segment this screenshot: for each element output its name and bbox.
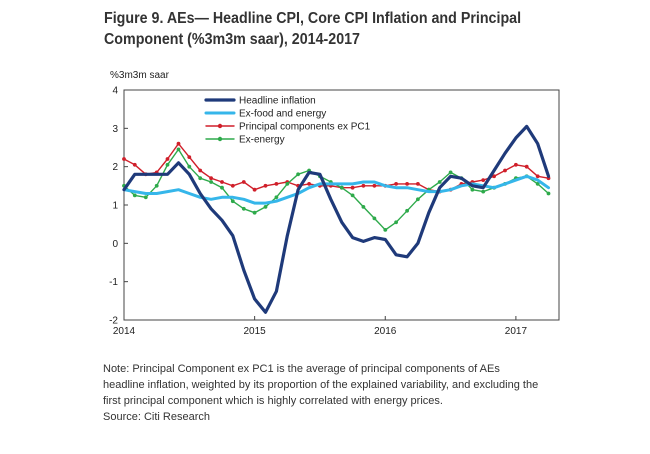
y-axis-unit-label: %3m3m saar xyxy=(110,70,169,81)
data-point-ex-energy xyxy=(350,193,355,198)
x-tick-label: 2016 xyxy=(374,326,397,337)
data-point-ex-energy xyxy=(296,172,300,177)
y-tick-label: 2 xyxy=(112,162,118,173)
legend-marker xyxy=(217,123,223,129)
data-point-ex-energy xyxy=(535,182,540,186)
x-tick-label: 2017 xyxy=(505,326,528,337)
note-line-4: Source: Citi Research xyxy=(103,411,210,423)
data-point-ex-energy xyxy=(416,197,420,202)
data-point-principal-components-ex-pc1 xyxy=(503,168,507,173)
figure-title-line-1: Figure 9. AEs— Headline CPI, Core CPI In… xyxy=(104,10,522,27)
y-tick-label: -1 xyxy=(109,277,118,288)
data-point-ex-energy xyxy=(132,193,137,198)
data-point-principal-components-ex-pc1 xyxy=(220,180,224,184)
data-point-ex-energy xyxy=(405,208,409,213)
data-point-ex-energy xyxy=(383,228,388,232)
x-tick-label: 2014 xyxy=(113,326,136,337)
legend-label: Principal components ex PC1 xyxy=(239,122,371,133)
data-point-ex-energy xyxy=(165,162,170,167)
y-tick-label: 4 xyxy=(112,86,118,97)
data-point-ex-energy xyxy=(437,180,442,184)
x-tick-label: 2015 xyxy=(244,326,267,337)
data-point-principal-components-ex-pc1 xyxy=(416,182,420,186)
data-point-ex-energy xyxy=(285,182,290,186)
data-point-principal-components-ex-pc1 xyxy=(481,178,486,183)
note-line-2: headline inflation, weighted by its prop… xyxy=(103,379,539,391)
data-point-principal-components-ex-pc1 xyxy=(361,183,366,188)
data-point-principal-components-ex-pc1 xyxy=(535,174,540,179)
y-tick-label: 1 xyxy=(112,201,118,212)
data-point-ex-energy xyxy=(339,185,344,190)
data-point-ex-energy xyxy=(176,147,181,152)
data-point-ex-energy xyxy=(481,189,486,194)
data-point-ex-energy xyxy=(187,164,192,169)
data-point-principal-components-ex-pc1 xyxy=(263,183,268,188)
data-point-principal-components-ex-pc1 xyxy=(230,183,235,188)
y-tick-label: -2 xyxy=(109,316,118,327)
chart-note: Note: Principal Component ex PC1 is the … xyxy=(103,361,563,425)
legend-label: Ex-energy xyxy=(239,135,285,146)
data-point-principal-components-ex-pc1 xyxy=(176,141,181,146)
data-point-ex-energy xyxy=(394,220,398,225)
data-point-principal-components-ex-pc1 xyxy=(394,182,398,186)
series-line-ex-food-and-energy xyxy=(122,174,550,205)
data-point-principal-components-ex-pc1 xyxy=(307,182,311,186)
data-point-ex-energy xyxy=(546,191,551,196)
y-tick-label: 0 xyxy=(112,239,118,250)
legend-marker xyxy=(217,136,223,142)
data-point-principal-components-ex-pc1 xyxy=(350,185,355,190)
series-line-ex-energy xyxy=(123,148,550,231)
data-point-ex-energy xyxy=(209,180,214,184)
legend-label: Headline inflation xyxy=(239,96,316,107)
data-point-principal-components-ex-pc1 xyxy=(198,168,203,173)
data-point-ex-energy xyxy=(372,216,377,221)
series-line-principal-components-ex-pc1 xyxy=(123,143,550,193)
data-point-principal-components-ex-pc1 xyxy=(372,183,377,188)
data-point-ex-energy xyxy=(154,183,159,188)
data-point-ex-energy xyxy=(274,195,279,200)
data-point-ex-energy xyxy=(361,205,366,209)
data-point-principal-components-ex-pc1 xyxy=(514,162,518,167)
data-point-ex-energy xyxy=(220,185,224,190)
data-point-principal-components-ex-pc1 xyxy=(405,182,409,186)
data-point-ex-energy xyxy=(263,205,268,209)
data-point-principal-components-ex-pc1 xyxy=(492,174,496,179)
data-point-principal-components-ex-pc1 xyxy=(274,182,279,186)
data-point-principal-components-ex-pc1 xyxy=(252,187,257,192)
data-point-ex-energy xyxy=(470,187,475,192)
figure-title-line-2: Component (%3m3m saar), 2014-2017 xyxy=(104,31,361,48)
note-line-1: Note: Principal Component ex PC1 is the … xyxy=(103,363,500,375)
data-point-principal-components-ex-pc1 xyxy=(187,155,192,160)
data-point-principal-components-ex-pc1 xyxy=(122,157,126,161)
data-point-principal-components-ex-pc1 xyxy=(241,180,246,184)
data-point-ex-energy xyxy=(230,199,235,204)
data-point-ex-energy xyxy=(198,176,203,181)
figure-title: Figure 9. AEs— Headline CPI, Core CPI In… xyxy=(104,8,522,50)
series-line-headline-inflation xyxy=(122,124,551,314)
data-point-ex-energy xyxy=(143,195,148,200)
data-point-ex-energy xyxy=(448,170,453,175)
data-point-principal-components-ex-pc1 xyxy=(524,164,529,169)
note-line-3: first principal component which is highl… xyxy=(103,395,443,407)
data-point-principal-components-ex-pc1 xyxy=(209,176,214,181)
data-point-principal-components-ex-pc1 xyxy=(165,157,170,161)
legend-label: Ex-food and energy xyxy=(239,109,326,120)
data-point-ex-energy xyxy=(252,210,257,215)
data-point-ex-energy xyxy=(241,206,246,211)
y-tick-label: 3 xyxy=(112,124,118,135)
data-point-principal-components-ex-pc1 xyxy=(132,162,137,167)
